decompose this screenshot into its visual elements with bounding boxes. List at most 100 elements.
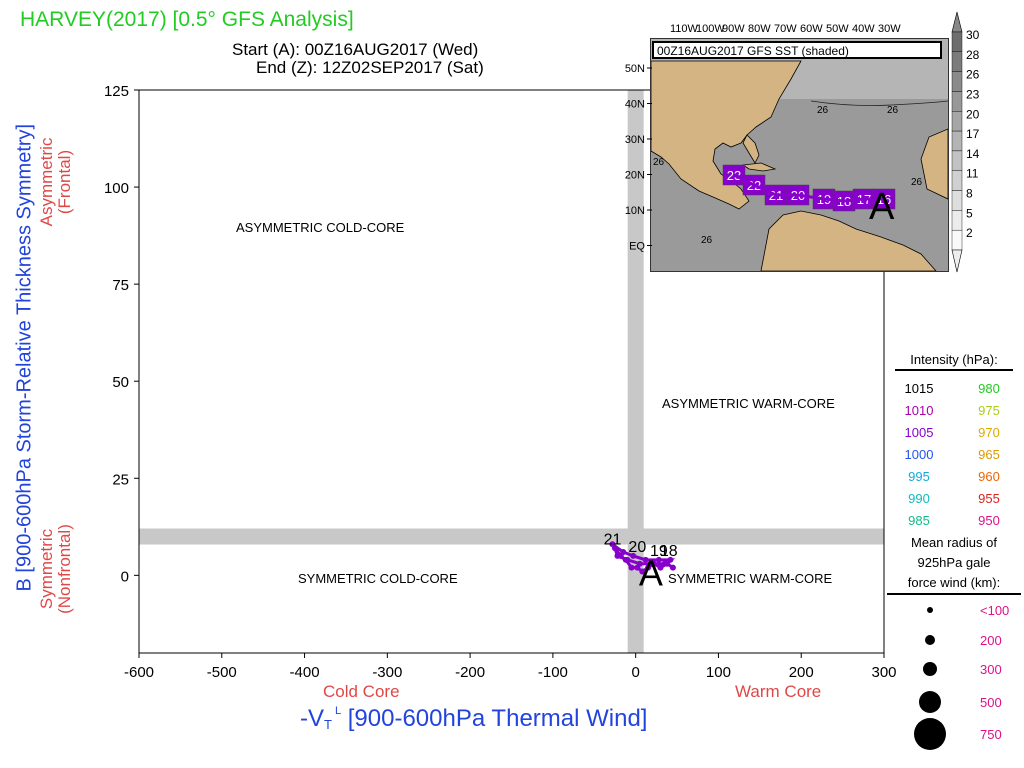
x-axis-label-prefix: -V — [300, 705, 324, 732]
track-point — [636, 560, 643, 567]
intensity-value: 1015 — [904, 380, 934, 396]
intensity-value: 960 — [978, 468, 1000, 484]
quadrant-symmetric-warm-core: SYMMETRIC WARM-CORE — [668, 571, 833, 586]
y-tick-label: 25 — [112, 471, 129, 488]
radius-legend-dot — [919, 691, 941, 713]
warm-core-label: Warm Core — [735, 682, 822, 701]
inset-map-land-florida — [742, 134, 760, 164]
intensity-legend-title: Intensity (hPa): — [910, 352, 998, 367]
radius-legend-title-1: Mean radius of — [911, 535, 997, 550]
intensity-legend-row: 990 955 — [884, 487, 1024, 509]
track-point — [642, 556, 649, 563]
track-point — [661, 560, 668, 567]
radius-legend-value: <100 — [980, 603, 1010, 618]
intensity-value: 955 — [978, 490, 1000, 506]
y-tick-label: 125 — [104, 83, 129, 100]
track-day-label: 19 — [650, 543, 668, 560]
track-day-label: 20 — [628, 539, 646, 556]
inset-map-contour-label-2: 26 — [887, 105, 899, 116]
radius-legend-title-2: 925hPa gale — [917, 555, 991, 570]
track-point — [639, 568, 646, 575]
legend-divider-2 — [887, 593, 1021, 595]
thermal-wind-threshold-band — [627, 90, 644, 653]
y-tick-label: 75 — [112, 277, 129, 294]
track-point — [649, 560, 656, 567]
chart-title: HARVEY(2017) [0.5° GFS Analysis] — [20, 8, 354, 31]
end-time: End (Z): 12Z02SEP2017 (Sat) — [256, 58, 484, 77]
symmetry-threshold-band — [139, 528, 884, 545]
map-track-line — [734, 173, 884, 203]
track-day-label: 21 — [604, 531, 622, 548]
radius-legend-value: 500 — [980, 695, 1002, 710]
cold-core-label: Cold Core — [323, 682, 400, 701]
map-position-label: 23 — [727, 168, 741, 183]
x-axis-label: -VTL [900-600hPa Thermal Wind] — [300, 705, 647, 733]
legend-divider — [895, 369, 1013, 371]
intensity-legend-row: 1010 975 — [884, 399, 1024, 421]
intensity-value: 965 — [978, 446, 1000, 462]
intensity-value: 970 — [978, 424, 1000, 440]
radius-legend-value: 750 — [980, 727, 1002, 742]
radius-legend-dot — [923, 662, 937, 676]
radius-legend-row: 750 — [884, 718, 1024, 754]
plot-frame — [138, 89, 885, 654]
x-tick-label: -300 — [372, 664, 402, 681]
intensity-legend-row: 1015 980 — [884, 377, 1024, 399]
track-point — [657, 564, 664, 571]
intensity-legend-row: 1000 965 — [884, 443, 1024, 465]
x-tick-label: -100 — [538, 664, 568, 681]
intensity-legend-row: 985 950 — [884, 509, 1024, 531]
x-axis-label-sub: T — [324, 717, 332, 732]
track-point — [655, 556, 662, 563]
intensity-value: 1005 — [904, 424, 934, 440]
radius-legend-title-3: force wind (km): — [907, 575, 1001, 590]
inset-map-land-africa — [920, 128, 948, 200]
x-tick-label: -500 — [207, 664, 237, 681]
intensity-value: 990 — [908, 490, 930, 506]
inset-map-caption: 00Z16AUG2017 GFS SST (shaded) — [652, 41, 942, 59]
radius-legend-value: 200 — [980, 633, 1002, 648]
radius-legend-row: <100 — [884, 598, 1024, 630]
intensity-value: 975 — [978, 402, 1000, 418]
x-axis-label-sup: L — [334, 705, 342, 717]
track-start-marker: A — [639, 553, 663, 594]
track-point — [630, 552, 637, 559]
intensity-value: 985 — [908, 512, 930, 528]
x-tick-label: 200 — [789, 664, 814, 681]
inset-map-contour-label-3: 26 — [653, 157, 665, 168]
inset-map-contour-label-1: 26 — [817, 105, 829, 116]
inset-map-land-cuba — [741, 162, 777, 172]
quadrant-asymmetric-cold-core: ASYMMETRIC COLD-CORE — [236, 220, 405, 235]
quadrant-symmetric-cold-core: SYMMETRIC COLD-CORE — [298, 571, 458, 586]
x-tick-label: -600 — [124, 664, 154, 681]
track-point — [669, 564, 676, 571]
track-point — [624, 556, 631, 563]
intensity-value: 1000 — [904, 446, 934, 462]
inset-map-land-south-america — [760, 210, 937, 271]
start-time: Start (A): 00Z16AUG2017 (Wed) — [232, 40, 479, 59]
inset-map-land-north-america — [651, 60, 802, 210]
inset-map-contour-label-4: 26 — [911, 177, 923, 188]
x-tick-label: 100 — [706, 664, 731, 681]
track-point — [628, 564, 635, 571]
radius-legend-value: 300 — [980, 662, 1002, 677]
inset-map-start-marker: A — [869, 186, 895, 228]
inset-map: 26 26 26 26 26 23 22 21 20 19 18 17 16 A — [650, 38, 949, 272]
intensity-value: 1010 — [904, 402, 934, 418]
inset-map-sst-contour — [810, 100, 948, 106]
radius-legend-dot — [914, 718, 946, 750]
radius-legend-dot — [925, 635, 935, 645]
intensity-legend-row: 995 960 — [884, 465, 1024, 487]
intensity-legend: Intensity (hPa): 1015 980 1010 975 1005 970 10… — [884, 352, 1024, 595]
y-tick-label: 100 — [104, 180, 129, 197]
x-tick-label: -200 — [455, 664, 485, 681]
intensity-value: 950 — [978, 512, 1000, 528]
track-point — [645, 564, 652, 571]
intensity-value: 995 — [908, 468, 930, 484]
track-point — [614, 552, 621, 559]
intensity-value: 980 — [978, 380, 1000, 396]
x-tick-label: 300 — [871, 664, 896, 681]
radius-legend-row: 300 — [884, 657, 1024, 689]
